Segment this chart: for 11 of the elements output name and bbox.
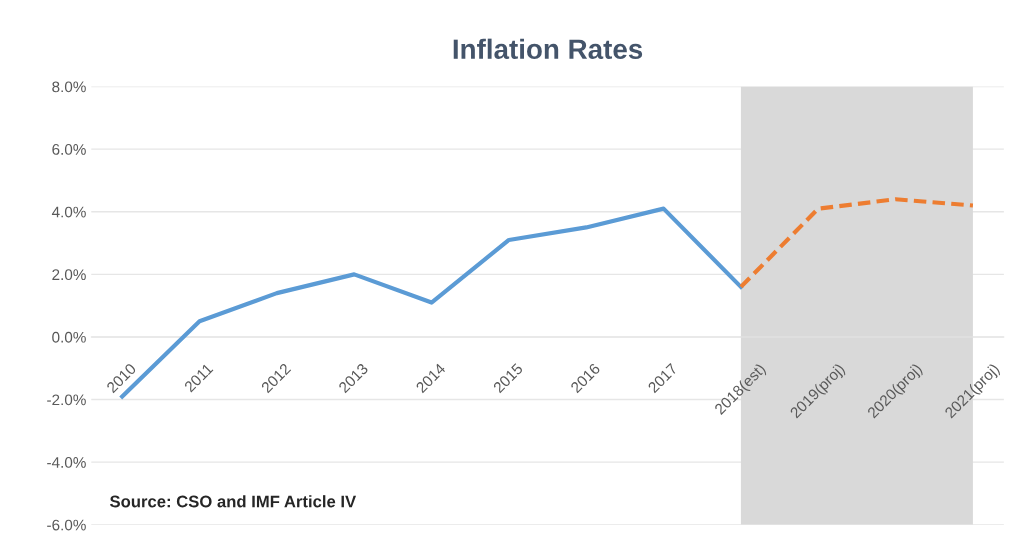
annotation: Source: CSO and IMF Article IV — [109, 495, 357, 508]
y-tick-label: -2.0% — [47, 394, 86, 406]
chart-title: Inflation Rates — [453, 38, 643, 60]
y-tick-label: 4.0% — [51, 206, 86, 218]
y-tick-label: 6.0% — [52, 144, 86, 155]
line-series — [738, 197, 976, 289]
y-tick-label: 2.0% — [52, 269, 86, 281]
y-tick-label: 0.0% — [52, 331, 86, 343]
y-tick-label: -4.0% — [47, 457, 86, 468]
y-tick-label: -6.0% — [47, 519, 86, 531]
y-tick-label: 8.0% — [52, 81, 86, 93]
